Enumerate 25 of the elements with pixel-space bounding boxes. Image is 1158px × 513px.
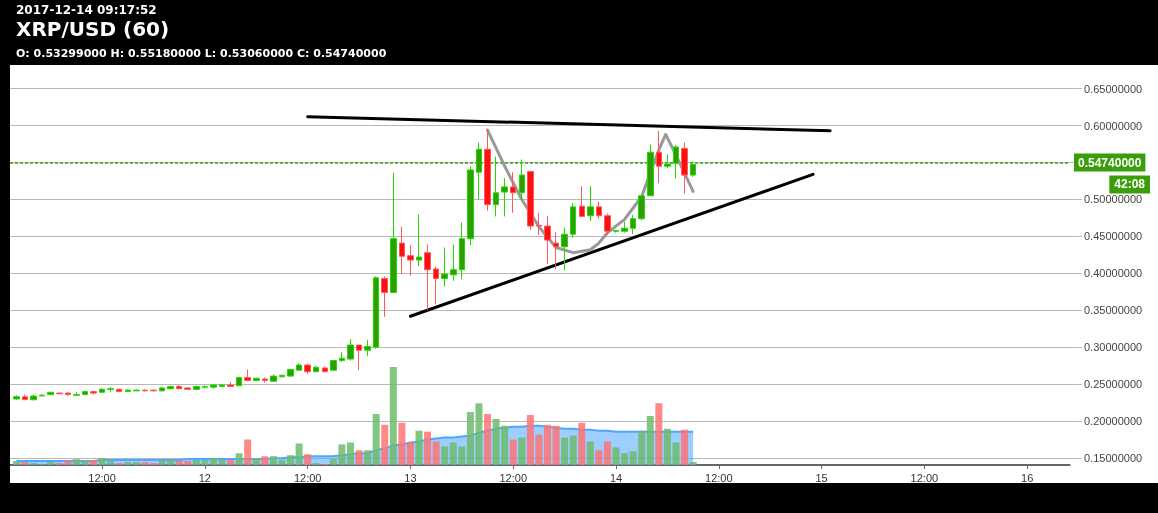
- x-tick-label: 12:00: [499, 471, 527, 484]
- y-tick-label: 0.65000000: [1084, 82, 1143, 95]
- x-tick-label: 15: [815, 471, 828, 484]
- x-tick-label: 12:00: [293, 471, 322, 484]
- y-tick-label: 0.50000000: [1084, 193, 1143, 206]
- y-tick-label: 0.30000000: [1084, 341, 1143, 354]
- y-tick-label: 0.60000000: [1084, 119, 1143, 132]
- text: 42:08: [1114, 177, 1146, 192]
- ref-line-label: 0.54740000: [1078, 155, 1142, 170]
- y-tick-label: 0.25000000: [1084, 378, 1143, 391]
- chart-subtitle: O: 0.53299000 H: 0.55180000 L: 0.53060000 C: 0.54740000: [16, 47, 387, 60]
- x-tick-label: 12: [198, 471, 211, 484]
- y-tick-label: 0.15000000: [1084, 452, 1143, 465]
- y-tick-label: 0.35000000: [1084, 304, 1143, 317]
- x-tick-label: 12:00: [910, 471, 939, 484]
- y-tick-label: 0.40000000: [1084, 267, 1143, 280]
- x-tick-label: 16: [1021, 471, 1034, 484]
- x-tick-label: 12:00: [88, 471, 116, 484]
- x-tick-label: 13: [404, 471, 417, 484]
- text: 2017-12-14 09:17:52: [16, 3, 157, 17]
- x-tick-label: 12:00: [705, 471, 733, 484]
- x-tick-label: 14: [609, 471, 623, 484]
- chart-title: XRP/USD (60): [16, 17, 170, 41]
- y-tick-label: 0.20000000: [1084, 415, 1143, 428]
- y-tick-label: 0.45000000: [1084, 230, 1143, 243]
